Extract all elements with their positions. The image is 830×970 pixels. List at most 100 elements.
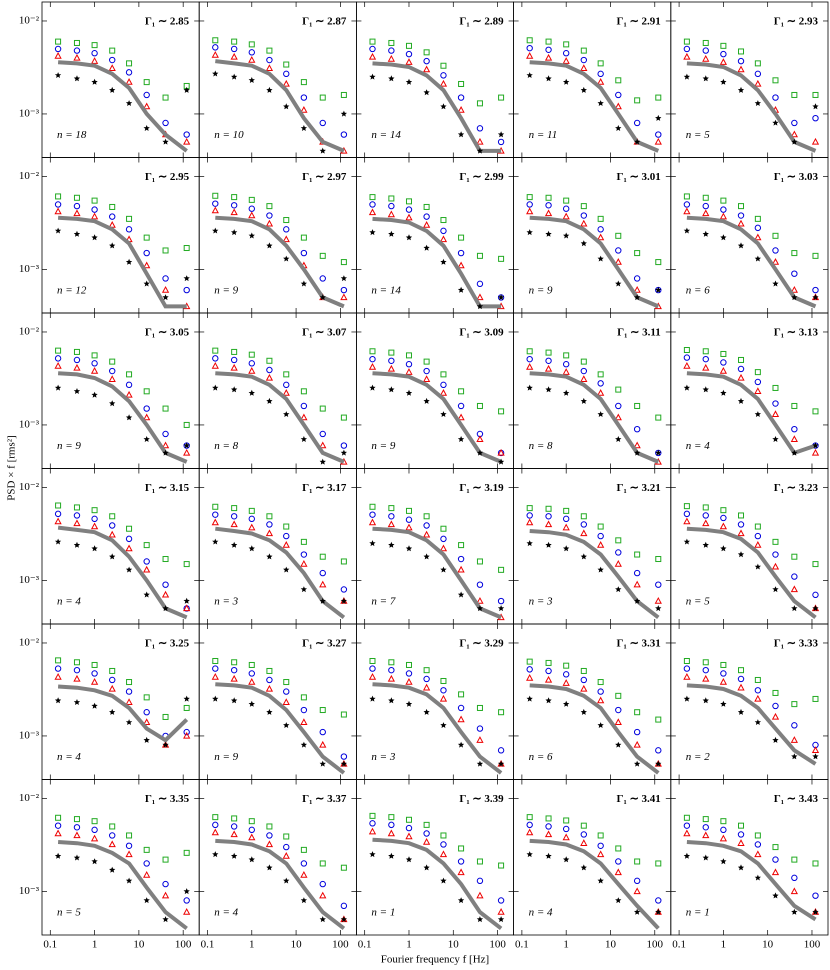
- triangle-point: [319, 740, 327, 748]
- panel-annotation: Γ₁ ∼ 3.01: [617, 171, 661, 183]
- circle-point: [597, 70, 604, 78]
- star-point: [266, 864, 273, 871]
- square-point: [55, 502, 62, 509]
- triangle-point: [405, 832, 413, 840]
- triangle-point: [368, 672, 377, 680]
- triangle-point: [211, 518, 219, 526]
- psd-line: [215, 215, 345, 309]
- square-point: [405, 507, 412, 514]
- square-point: [458, 542, 465, 549]
- triangle-point: [90, 522, 99, 530]
- star-point: [266, 553, 273, 560]
- circle-point: [283, 70, 290, 78]
- star-point: [319, 916, 326, 923]
- square-point: [458, 388, 465, 395]
- triangle-point: [387, 520, 395, 528]
- star-point: [340, 275, 347, 282]
- star-point: [91, 702, 98, 709]
- triangle-point: [580, 529, 588, 537]
- panel-n-label: n = 18: [57, 129, 87, 141]
- square-point: [55, 193, 62, 200]
- square-point: [812, 695, 819, 702]
- triangle-point: [90, 677, 99, 685]
- triangle-point: [790, 585, 798, 593]
- panel: 10⁻³ 10⁻² Γ₁ ∼ 2.95 n = 12: [19, 157, 200, 314]
- circle-point: [54, 665, 62, 672]
- circle-point: [143, 91, 150, 99]
- square-point: [55, 347, 62, 354]
- star-point: [248, 545, 255, 552]
- triangle-point: [319, 580, 327, 588]
- square-point: [738, 512, 745, 519]
- star-point: [634, 597, 641, 604]
- square-point: [634, 858, 641, 865]
- square-point: [791, 250, 798, 257]
- star-point: [248, 856, 255, 863]
- panel-annotation: Γ₁ ∼ 3.09: [459, 327, 504, 339]
- star-point: [497, 605, 505, 612]
- y-tick-label: 10⁻²: [19, 792, 40, 804]
- star-point: [109, 242, 116, 249]
- triangle-point: [683, 517, 691, 525]
- circle-point: [440, 381, 447, 389]
- square-point: [248, 661, 255, 668]
- star-point: [283, 411, 290, 417]
- star-point: [597, 566, 604, 573]
- square-point: [405, 42, 412, 49]
- circle-point: [212, 355, 219, 362]
- triangle-point: [754, 541, 762, 548]
- triangle-point: [754, 850, 762, 858]
- star-point: [754, 100, 761, 106]
- circle-point: [125, 381, 133, 389]
- square-point: [73, 348, 80, 355]
- triangle-point: [771, 712, 780, 720]
- x-tick-label: 0.1: [515, 939, 529, 951]
- triangle-point: [387, 674, 395, 682]
- panel: Γ₁ ∼ 3.31 n = 6: [513, 623, 672, 780]
- circle-point: [162, 581, 169, 588]
- triangle-point: [422, 530, 431, 538]
- circle-point: [183, 286, 190, 294]
- circle-point: [526, 201, 533, 208]
- circle-point: [683, 354, 691, 361]
- triangle-point: [143, 261, 151, 269]
- star-point: [754, 874, 761, 881]
- triangle-point: [702, 519, 710, 527]
- square-point: [498, 709, 505, 716]
- star-point: [143, 897, 150, 904]
- circle-point: [580, 367, 588, 375]
- star-point: [772, 586, 779, 593]
- triangle-point: [439, 79, 448, 87]
- star-point: [563, 856, 570, 863]
- psd-line: [57, 525, 188, 620]
- panel-annotation: Γ₁ ∼ 3.17: [302, 482, 347, 494]
- panel-annotation: Γ₁ ∼ 3.19: [459, 482, 504, 494]
- panel-n-label: n = 5: [686, 129, 710, 141]
- triangle-point: [248, 833, 256, 841]
- triangle-point: [125, 544, 133, 552]
- triangle-point: [790, 435, 798, 443]
- panel: Γ₁ ∼ 2.97 n = 9: [198, 157, 357, 314]
- star-point: [91, 858, 98, 865]
- triangle-point: [754, 79, 762, 87]
- star-point: [702, 386, 709, 393]
- y-tick-label: 10⁻³: [19, 418, 40, 430]
- star-point: [369, 384, 376, 391]
- star-point: [266, 242, 273, 249]
- star-point: [545, 697, 552, 704]
- square-point: [458, 80, 465, 87]
- panel-annotation: Γ₁ ∼ 2.93: [774, 16, 819, 28]
- circle-point: [615, 549, 622, 556]
- triangle-point: [422, 221, 431, 228]
- square-point: [319, 553, 326, 560]
- square-point: [738, 356, 745, 363]
- x-tick-label: 10: [133, 939, 145, 951]
- star-point: [340, 916, 347, 923]
- star-point: [73, 75, 81, 82]
- triangle-point: [230, 363, 238, 371]
- circle-point: [91, 50, 98, 57]
- square-point: [162, 405, 169, 412]
- triangle-point: [73, 519, 81, 527]
- circle-point: [476, 725, 484, 732]
